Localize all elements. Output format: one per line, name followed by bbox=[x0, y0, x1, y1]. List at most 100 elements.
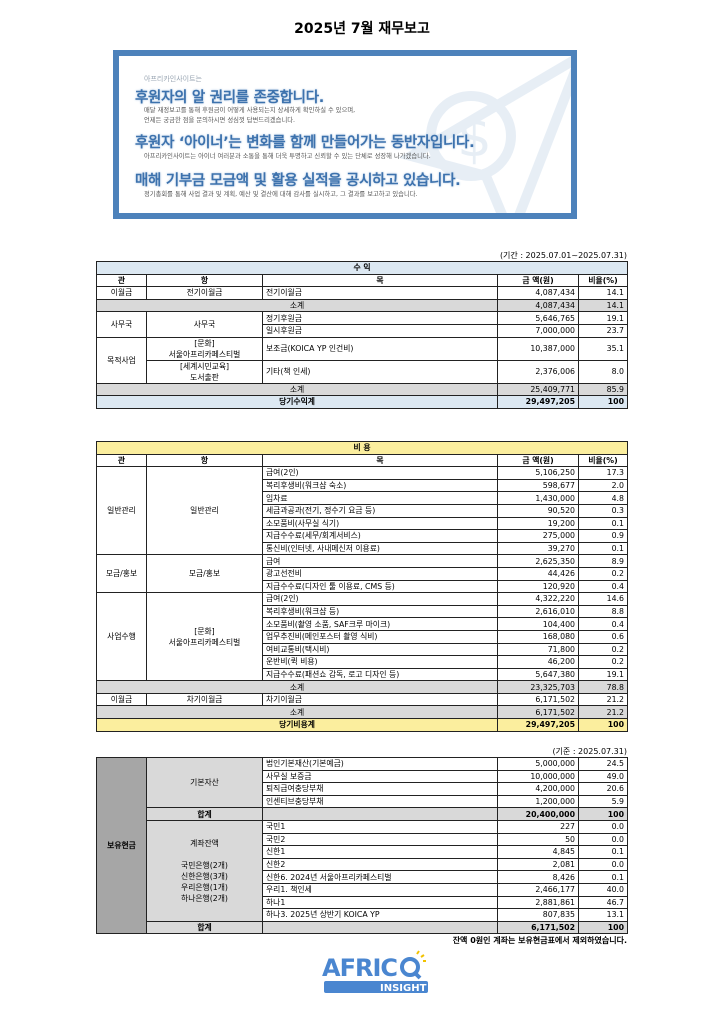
cash-total-ratio: 100 bbox=[578, 807, 628, 821]
table-title: 비 용 bbox=[96, 441, 628, 455]
total-label: 당기비용계 bbox=[96, 718, 498, 732]
table-row: 보유현금 기본자산 법인기본재산(기본예금) 5,000,000 24.5 bbox=[96, 756, 628, 935]
amount-cell: 2,466,177 bbox=[497, 882, 579, 897]
total-ratio: 100 bbox=[578, 395, 628, 409]
amount-cell: 4,087,434 bbox=[497, 286, 579, 300]
ratio-cell: 0.2 bbox=[578, 655, 628, 669]
donor-rights-banner: $ 아프리카인사이트는 후원자의 알 권리를 존중합니다. 매달 재정보고를 통… bbox=[113, 50, 577, 219]
ratio-cell: 13.1 bbox=[578, 908, 628, 922]
amount-cell: 5,647,380 bbox=[497, 667, 579, 682]
table-row: 목적사업 [문화] 서울아프리카페스티벌 보조금(KOICA YP 인건비) 10,3… bbox=[96, 336, 628, 384]
mok-cell: 인센티브충당부채 bbox=[262, 794, 498, 809]
subtotal-label: 소계 bbox=[96, 705, 498, 720]
gwan-cell: 이월금 bbox=[96, 692, 147, 707]
svg-text:INSIGHT: INSIGHT bbox=[380, 983, 427, 994]
table-row: 국민2 50 0.0 bbox=[97, 832, 628, 847]
subtotal-ratio: 14.1 bbox=[578, 298, 628, 313]
mok-cell: 퇴직급여충당부채 bbox=[262, 782, 498, 796]
mok-cell: 복리후생비(워크샵 등) bbox=[262, 604, 498, 619]
subtotal-label: 소계 bbox=[96, 382, 498, 397]
ratio-cell: 0.2 bbox=[578, 566, 628, 581]
amount-cell: 598,677 bbox=[497, 478, 579, 493]
column-header-ratio: 비율(%) bbox=[578, 453, 628, 468]
mok-cell: 세금과공과(전기, 정수기 요금 등) bbox=[262, 503, 498, 518]
ratio-cell: 0.9 bbox=[578, 529, 628, 543]
ratio-cell: 0.3 bbox=[578, 503, 628, 518]
subtotal-ratio: 85.9 bbox=[578, 382, 628, 397]
subtotal-amount: 25,409,771 bbox=[497, 382, 579, 397]
gwan-cell: 이월금 bbox=[96, 286, 147, 300]
table-row: 업무추진비(메인포스터 촬영 식비) 168,080 0.6 bbox=[97, 629, 628, 644]
hang-cell: [세계시민교육] 도서출판 bbox=[146, 359, 263, 384]
table-title: 수 익 bbox=[96, 261, 628, 275]
table-row: 사무국 사무국 정기후원금 5,646,765 19.1 bbox=[96, 311, 628, 338]
amount-cell: 5,000,000 bbox=[497, 757, 579, 771]
ratio-cell: 24.5 bbox=[578, 757, 628, 771]
gwan-cell: 모금/홍보 bbox=[96, 554, 147, 594]
subtotal-amount: 23,325,703 bbox=[497, 680, 579, 694]
column-header-mok: 목 bbox=[262, 453, 498, 468]
ratio-cell: 40.0 bbox=[578, 882, 628, 897]
table-row: 지급수수료(패션쇼 감독, 로고 디자인 등) 5,647,380 19.1 bbox=[97, 667, 628, 682]
ratio-cell: 0.1 bbox=[578, 541, 628, 556]
mok-cell: 복리후생비(워크샵 숙소) bbox=[262, 478, 498, 493]
title-row: 수 익 bbox=[96, 261, 628, 275]
cash-total-empty bbox=[262, 807, 498, 821]
gwan-cell: 사업수행 bbox=[96, 592, 147, 682]
mok-cell: 통신비(인터넷, 사내메신저 이용료) bbox=[262, 541, 498, 556]
amount-cell: 5,106,250 bbox=[497, 466, 579, 480]
amount-cell: 2,625,350 bbox=[497, 554, 579, 568]
mok-cell: 보조금(KOICA YP 인건비) bbox=[262, 336, 498, 361]
amount-cell: 50 bbox=[497, 832, 579, 847]
mok-cell: 하나3. 2025년 상반기 KOICA YP bbox=[262, 908, 498, 922]
cash-label-cell: 보유현금 bbox=[96, 756, 147, 935]
ratio-cell: 17.3 bbox=[578, 466, 628, 480]
amount-cell: 2,081 bbox=[497, 857, 579, 872]
amount-cell: 2,376,006 bbox=[497, 359, 579, 384]
cash-category-cell: 계좌잔액 국민은행(2개) 신한은행(3개) 우리은행(1개) 하나은행(2개) bbox=[146, 819, 263, 922]
mok-cell: 지급수수료(패션쇼 감독, 로고 디자인 등) bbox=[262, 667, 498, 682]
subtotal-label: 소계 bbox=[96, 298, 498, 313]
column-header-ratio: 비율(%) bbox=[578, 273, 628, 288]
table-row: 하나3. 2025년 상반기 KOICA YP 807,835 13.1 bbox=[97, 908, 628, 922]
amount-cell: 227 bbox=[497, 819, 579, 834]
mok-cell: 소모품비(사무실 식기) bbox=[262, 516, 498, 531]
mok-cell: 기타(책 인세) bbox=[262, 359, 498, 384]
ratio-cell: 0.1 bbox=[578, 516, 628, 531]
amount-cell: 168,080 bbox=[497, 629, 579, 644]
cash-total-amount: 20,400,000 bbox=[497, 807, 579, 821]
mok-cell: 급여(2인) bbox=[262, 592, 498, 606]
cash-category-cell: 기본자산 bbox=[146, 756, 263, 809]
ratio-cell: 19.1 bbox=[578, 311, 628, 325]
amount-cell: 6,171,502 bbox=[497, 692, 579, 707]
mok-cell: 정기후원금 bbox=[262, 311, 498, 325]
mok-cell: 여비교통비(택시비) bbox=[262, 642, 498, 657]
ratio-cell: 0.6 bbox=[578, 629, 628, 644]
svg-text:$: $ bbox=[457, 105, 492, 169]
cash-total-empty bbox=[262, 920, 498, 935]
hang-cell: 사무국 bbox=[146, 311, 263, 338]
hang-cell: 전기이월금 bbox=[146, 286, 263, 300]
table-row: 퇴직급여충당부채 4,200,000 20.6 bbox=[97, 782, 628, 796]
africa-insight-logo: AFRIC INSIGHT bbox=[322, 950, 428, 994]
ratio-cell: 14.6 bbox=[578, 592, 628, 606]
total-row: 당기수익계 29,497,205 100 bbox=[96, 395, 628, 409]
mok-cell: 법인기본재산(기본예금) bbox=[262, 757, 498, 771]
amount-cell: 8,426 bbox=[497, 870, 579, 884]
ratio-cell: 21.2 bbox=[578, 692, 628, 707]
subtotal-row: 소계 4,087,434 14.1 bbox=[96, 298, 628, 313]
column-header-mok: 목 bbox=[262, 273, 498, 288]
mok-cell: 업무추진비(메인포스터 촬영 식비) bbox=[262, 629, 498, 644]
total-amount: 29,497,205 bbox=[497, 718, 579, 732]
ratio-cell: 8.9 bbox=[578, 554, 628, 568]
ratio-cell: 0.0 bbox=[578, 857, 628, 872]
total-label: 당기수익계 bbox=[96, 395, 498, 409]
table-row: 이월금 전기이월금 전기이월금 4,087,434 14.1 bbox=[96, 286, 628, 300]
table-row: 사업수행 [문화] 서울아프리카페스티벌 급여(2인) 4,322,220 14.6 bbox=[96, 592, 628, 682]
ratio-cell: 14.1 bbox=[578, 286, 628, 300]
cash-table: 보유현금 기본자산 법인기본재산(기본예금) 5,000,000 24.5 사무실 보증금… bbox=[96, 756, 628, 935]
subtotal-amount: 4,087,434 bbox=[497, 298, 579, 313]
total-row: 당기비용계 29,497,205 100 bbox=[96, 718, 628, 732]
